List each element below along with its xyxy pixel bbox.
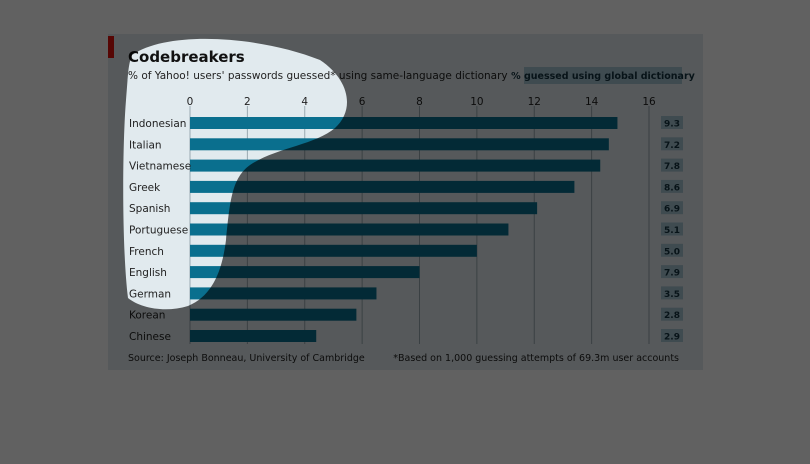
bar bbox=[190, 287, 377, 300]
bar bbox=[190, 330, 317, 342]
category-label: Chinese bbox=[129, 331, 171, 343]
bar bbox=[190, 266, 420, 279]
x-tick-label: 2 bbox=[244, 96, 251, 108]
category-label: Indonesian bbox=[129, 118, 186, 130]
footnote: *Based on 1,000 guessing attempts of 69.… bbox=[393, 353, 679, 364]
category-labels: Indonesian Italian Vietnamese Greek Spanish P… bbox=[129, 118, 191, 343]
side-value: 7.9 bbox=[664, 269, 680, 279]
side-value: 3.5 bbox=[664, 290, 680, 300]
x-tick-label: 16 bbox=[642, 96, 656, 108]
side-header-label: % guessed using global dictionary bbox=[511, 71, 695, 82]
side-value: 7.2 bbox=[664, 141, 680, 151]
x-tick-label: 0 bbox=[187, 96, 194, 108]
bars bbox=[190, 117, 618, 342]
side-value: 6.9 bbox=[664, 205, 680, 215]
category-label: German bbox=[129, 288, 171, 300]
category-label: Spanish bbox=[129, 203, 170, 215]
side-value: 5.1 bbox=[664, 226, 680, 236]
chart-svg: Codebreakers % of Yahoo! users' password… bbox=[108, 36, 696, 364]
x-tick-label: 10 bbox=[470, 96, 483, 108]
x-tick-label: 8 bbox=[416, 96, 423, 108]
bar bbox=[190, 244, 477, 257]
chart-subtitle: % of Yahoo! users' passwords guessed* us… bbox=[128, 70, 508, 82]
x-tick-label: 4 bbox=[301, 96, 308, 108]
accent-bar bbox=[108, 36, 114, 58]
category-label: Portuguese bbox=[129, 225, 188, 237]
category-label: Italian bbox=[129, 139, 162, 151]
x-ticks: 0 2 4 6 8 10 12 14 16 bbox=[187, 96, 656, 108]
side-value: 5.0 bbox=[664, 247, 680, 257]
bar bbox=[190, 138, 609, 151]
category-label: French bbox=[129, 246, 164, 258]
side-value: 9.3 bbox=[664, 120, 680, 130]
bar bbox=[190, 180, 575, 193]
side-value: 2.8 bbox=[664, 311, 680, 321]
x-tick-label: 6 bbox=[359, 96, 366, 108]
chart-card: Codebreakers % of Yahoo! users' password… bbox=[108, 34, 703, 370]
category-label: Korean bbox=[129, 310, 165, 322]
side-value: 2.9 bbox=[664, 333, 680, 343]
x-tick-label: 12 bbox=[528, 96, 541, 108]
bar bbox=[190, 117, 618, 129]
bar bbox=[190, 223, 509, 236]
side-value: 8.6 bbox=[664, 183, 680, 193]
source-note: Source: Joseph Bonneau, University of Ca… bbox=[128, 353, 365, 364]
side-value: 7.8 bbox=[664, 162, 680, 172]
side-column-header: % guessed using global dictionary bbox=[511, 67, 696, 84]
bar bbox=[190, 202, 538, 215]
category-label: Greek bbox=[129, 182, 161, 194]
x-tick-label: 14 bbox=[585, 96, 599, 108]
chart-title: Codebreakers bbox=[128, 48, 245, 66]
side-values: 9.3 7.2 7.8 8.6 6.9 5.1 5.0 7.9 3.5 2.8 2.9 bbox=[661, 116, 683, 343]
bar bbox=[190, 159, 601, 172]
bar bbox=[190, 308, 357, 321]
category-label: Vietnamese bbox=[129, 161, 191, 173]
category-label: English bbox=[129, 267, 167, 279]
